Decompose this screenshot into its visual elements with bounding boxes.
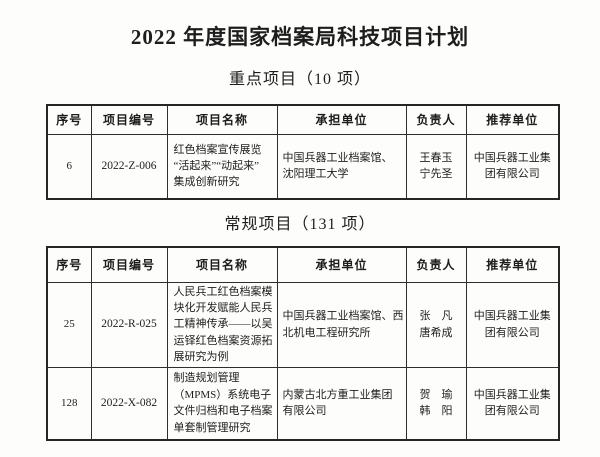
cell-recommender: 中国兵器工业集 团有限公司: [465, 366, 560, 441]
table-row: 6 2022-Z-006 红色档案宣传展览 “活起来”“动起来” 集成创新研究 …: [46, 133, 560, 200]
table-header-row: 序号 项目编号 项目名称 承担单位 负责人 推荐单位: [46, 104, 560, 135]
cell-seq: 6: [46, 133, 92, 200]
cell-leader: 贺 瑜 韩 阳: [405, 366, 467, 441]
page-title: 2022 年度国家档案局科技项目计划: [130, 25, 470, 49]
cell-leader: 张 凡 唐希成: [405, 281, 467, 368]
table-row: 25 2022-R-025 人民兵工红色档案模 块化开发赋能人民兵 工精神传承—…: [46, 281, 560, 368]
key-projects-heading: 重点项目（10 项）: [228, 71, 371, 88]
cell-seq: 25: [46, 281, 92, 368]
cell-code: 2022-Z-006: [90, 133, 168, 200]
column-header-name: 项目名称: [166, 246, 278, 283]
column-header-name: 项目名称: [166, 104, 278, 135]
column-header-seq: 序号: [46, 104, 92, 135]
cell-undertaker: 内蒙古北方重工业集团 有限公司: [276, 366, 407, 441]
cell-code: 2022-R-025: [90, 281, 168, 368]
table-row: 128 2022-X-082 制造规划管理 （MPMS）系统电子 文件归档和电子…: [46, 366, 560, 441]
column-header-leader: 负责人: [405, 104, 467, 135]
cell-project-name: 制造规划管理 （MPMS）系统电子 文件归档和电子档案 单套制管理研究: [166, 366, 278, 441]
cell-code: 2022-X-082: [90, 366, 168, 441]
key-projects-table: 序号 项目编号 项目名称 承担单位 负责人 推荐单位 6 2022-Z-006 …: [46, 104, 560, 200]
table-header-row: 序号 项目编号 项目名称 承担单位 负责人 推荐单位: [46, 246, 560, 283]
column-header-code: 项目编号: [90, 246, 168, 283]
column-header-leader: 负责人: [405, 246, 467, 283]
regular-projects-heading: 常规项目（131 项）: [224, 216, 376, 233]
cell-recommender: 中国兵器工业集 团有限公司: [465, 281, 560, 368]
cell-seq: 128: [46, 366, 92, 441]
cell-leader: 王春玉 宁先圣: [405, 133, 467, 200]
cell-project-name: 红色档案宣传展览 “活起来”“动起来” 集成创新研究: [166, 133, 278, 200]
regular-projects-table: 序号 项目编号 项目名称 承担单位 负责人 推荐单位 25 2022-R-025…: [46, 246, 560, 442]
column-header-code: 项目编号: [90, 104, 168, 135]
cell-undertaker: 中国兵器工业档案馆、 沈阳理工大学: [276, 133, 407, 200]
cell-recommender: 中国兵器工业集 团有限公司: [465, 133, 560, 200]
column-header-seq: 序号: [46, 246, 92, 283]
cell-project-name: 人民兵工红色档案模 块化开发赋能人民兵 工精神传承——以吴 运铎红色档案资源拓 …: [166, 281, 278, 368]
column-header-recommender: 推荐单位: [465, 104, 560, 135]
cell-undertaker: 中国兵器工业档案馆、西 北机电工程研究所: [276, 281, 407, 368]
column-header-undertaker: 承担单位: [276, 246, 407, 283]
column-header-undertaker: 承担单位: [276, 104, 407, 135]
column-header-recommender: 推荐单位: [465, 246, 560, 283]
